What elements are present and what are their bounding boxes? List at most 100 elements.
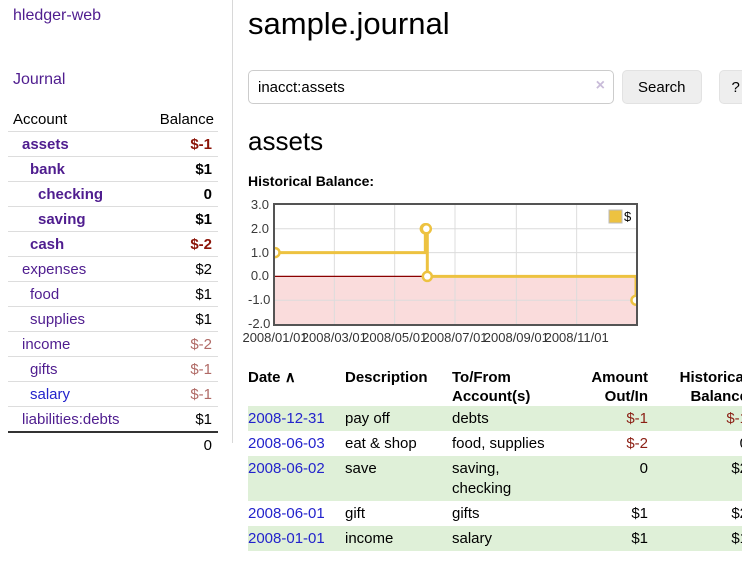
page-title: sample.journal — [248, 6, 450, 41]
historical-balance-chart: $3.0 2.0 1.0 0.0 -1.0 -2.0 2008/01/01 2008/03/0… — [242, 198, 742, 348]
chart-plot-area: $ — [273, 203, 638, 326]
account-name-cell: salary — [8, 381, 113, 407]
register-table: Date ∧ Description To/From Account(s) Am… — [248, 366, 742, 551]
nav-journal-link[interactable]: Journal — [13, 71, 66, 88]
register-accounts: salary — [452, 530, 493, 547]
account-link[interactable]: supplies — [30, 311, 86, 328]
register-accounts: food, supplies — [452, 435, 545, 452]
y-axis-tick-label: 1.0 — [250, 244, 269, 260]
register-date-cell: 2008-06-03 — [248, 431, 345, 456]
register-row: 2008-06-03 eat & shop food, supplies $-2 0 — [248, 431, 742, 456]
x-axis-tick-label: 2008/05/01 — [362, 330, 428, 345]
register-description: gift — [345, 505, 366, 522]
account-name-cell: liabilities:debts — [8, 406, 120, 432]
register-row: 2008-06-02 save saving, checking 0 $2 — [248, 456, 742, 501]
account-link[interactable]: cash — [30, 236, 65, 253]
account-link[interactable]: gifts — [30, 361, 58, 378]
account-row: assets $-1 — [8, 131, 218, 157]
account-link[interactable]: checking — [38, 186, 104, 203]
register-date-link[interactable]: 2008-06-03 — [248, 435, 325, 452]
register-accounts: debts — [452, 410, 489, 427]
account-balance: $2 — [113, 256, 218, 282]
accounts-total-value: 0 — [113, 431, 218, 457]
account-link[interactable]: bank — [30, 161, 66, 178]
y-axis-tick-label: -2.0 — [248, 316, 271, 331]
data-point-marker — [420, 223, 433, 235]
legend-label: $ — [624, 209, 632, 224]
legend-swatch — [608, 209, 623, 224]
register-header-balance: Historical Balance — [679, 369, 742, 405]
register-date-cell: 2008-06-02 — [248, 456, 345, 501]
account-row: food $1 — [8, 281, 218, 307]
accounts-total-row: 0 — [8, 431, 218, 457]
account-row: saving $1 — [8, 206, 218, 232]
x-axis-tick-label: 2008/11/01 — [544, 330, 609, 345]
register-date-cell: 2008-01-01 — [248, 526, 345, 551]
account-name-cell: gifts — [8, 356, 113, 382]
account-heading: assets — [248, 126, 324, 156]
register-balance: $2 — [731, 505, 742, 522]
y-axis-tick-label: 3.0 — [250, 197, 269, 212]
register-date-link[interactable]: 2008-06-01 — [248, 505, 325, 522]
register-amount: $1 — [631, 505, 648, 522]
search-button[interactable]: Search — [622, 70, 702, 104]
account-link[interactable]: liabilities:debts — [22, 411, 120, 428]
account-name-cell: expenses — [8, 256, 113, 282]
account-balance: 0 — [113, 181, 218, 207]
account-row: bank $1 — [8, 156, 218, 182]
help-button[interactable]: ? — [718, 70, 742, 104]
register-balance: 0 — [654, 431, 742, 456]
data-point-marker — [421, 270, 434, 283]
register-header-description: Description — [345, 369, 428, 386]
account-link[interactable]: assets — [22, 136, 69, 153]
register-row: 2008-06-01 gift gifts $1 $2 — [248, 501, 742, 526]
register-date-link[interactable]: 2008-01-01 — [248, 530, 325, 547]
account-name-cell: income — [8, 331, 113, 357]
account-link[interactable]: saving — [38, 211, 86, 228]
register-header-date[interactable]: Date ∧ — [248, 366, 345, 406]
account-balance: $1 — [113, 281, 218, 307]
clear-search-icon[interactable]: × — [595, 77, 605, 94]
account-link[interactable]: salary — [30, 386, 71, 403]
search-input[interactable] — [248, 70, 614, 104]
account-row: gifts $-1 — [8, 356, 218, 382]
y-axis-tick-label: 2.0 — [250, 220, 269, 236]
account-row: cash $-2 — [8, 231, 218, 257]
account-name-cell: food — [8, 281, 113, 307]
accounts-table: Account Balance assets $-1 bank $1 checking 0… — [8, 107, 218, 457]
date-header-label: Date — [248, 369, 281, 386]
register-amount: 0 — [639, 460, 648, 477]
account-balance: $-1 — [113, 381, 218, 407]
account-balance: $-2 — [113, 331, 218, 357]
account-link[interactable]: expenses — [22, 261, 87, 278]
register-balance: $-1 — [726, 410, 742, 427]
data-point-marker — [630, 294, 636, 306]
register-header-row: Date ∧ Description To/From Account(s) Am… — [248, 366, 742, 406]
account-balance: $1 — [113, 306, 218, 332]
register-description: income — [345, 530, 394, 547]
account-link[interactable]: food — [30, 286, 60, 303]
register-description: save — [345, 460, 377, 477]
main-content: sample.journal × Search ? assets Histori… — [242, 0, 742, 551]
x-axis-tick-label: 2008/01/01 — [242, 330, 308, 345]
register-amount: $-1 — [626, 410, 648, 427]
account-link[interactable]: income — [22, 336, 71, 353]
register-date-link[interactable]: 2008-06-02 — [248, 460, 325, 477]
accounts-header-account: Account — [13, 111, 68, 128]
account-name-cell: bank — [8, 156, 113, 182]
account-row: supplies $1 — [8, 306, 218, 332]
register-amount: $-2 — [626, 435, 648, 452]
sidebar: hledger-web Journal Account Balance asse… — [0, 0, 233, 457]
accounts-total-spacer — [8, 431, 113, 457]
account-name-cell: checking — [8, 181, 113, 207]
register-description: eat & shop — [345, 435, 417, 452]
register-accounts: gifts — [452, 505, 480, 522]
account-name-cell: assets — [8, 131, 113, 157]
register-date-link[interactable]: 2008-12-31 — [248, 410, 325, 427]
account-name-cell: cash — [8, 231, 113, 257]
register-header-amount: Amount Out/In — [591, 369, 648, 405]
chart-title: Historical Balance: — [248, 173, 375, 189]
app-title-link[interactable]: hledger-web — [13, 7, 102, 24]
register-row: 2008-01-01 income salary $1 $1 — [248, 526, 742, 551]
accounts-header-row: Account Balance — [8, 107, 218, 132]
